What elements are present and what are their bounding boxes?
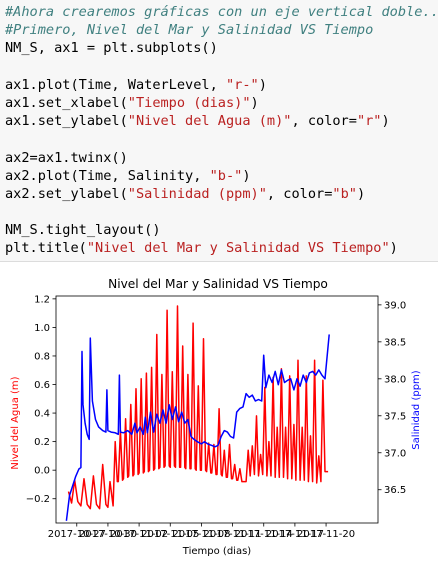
code-token: , color= [291, 113, 357, 130]
code-string: "Nivel del Agua (m)" [127, 113, 292, 130]
code-token: ax2.plot(Time, Salinity, [5, 167, 210, 184]
left-y-tick-label: 0.6 [34, 380, 50, 391]
water-level-series-line [67, 305, 329, 510]
right-y-tick-label: 38.5 [384, 337, 406, 348]
code-token: ax1.set_ylabel( [5, 113, 128, 130]
code-token: ax1.set_xlabel( [5, 94, 128, 111]
code-line: ax1.set_ylabel("Nivel del Agua (m)", col… [5, 112, 438, 130]
plot-output: Nivel del Mar y Salinidad VS Tiempo −0.2… [0, 263, 438, 562]
x-tick-label: 2017-11-14 [235, 529, 293, 540]
code-string: "Nivel del Mar y Salinidad VS Tiempo" [86, 240, 390, 257]
code-token: ) [356, 185, 366, 202]
x-axis-label: Tiempo (dias) [182, 546, 251, 557]
code-token: ) [242, 167, 251, 184]
right-y-axis-label: Salinidad (ppm) [411, 370, 422, 449]
code-string: "r-" [225, 76, 259, 93]
code-line: ax1.plot(Time, WaterLevel, "r-") [5, 76, 438, 94]
left-y-axis-label: Nivel del Agua (m) [10, 376, 21, 469]
right-y-tick-label: 37.5 [384, 411, 406, 422]
right-y-tick-label: 37.0 [384, 448, 406, 459]
left-y-tick-label: 1.0 [34, 323, 50, 334]
salinity-series-line [65, 334, 330, 521]
code-token: ax2=ax1.twinx() [5, 149, 128, 166]
code-string: "b" [332, 185, 357, 202]
code-token: NM_S.tight_layout() [5, 222, 161, 239]
left-y-tick-label: −0.2 [26, 494, 50, 505]
left-y-tick-label: 1.2 [34, 294, 50, 305]
plot-frame [55, 295, 379, 524]
code-line [5, 130, 438, 148]
code-token: , color= [266, 185, 333, 202]
left-y-tick-label: 0.2 [34, 437, 50, 448]
code-token: ) [258, 76, 267, 93]
code-comment: #Primero, Nivel del Mar y Salinidad VS T… [5, 22, 374, 39]
x-tick-label: 2017-11-05 [141, 529, 199, 540]
left-y-tick-label: 0.4 [34, 409, 50, 420]
code-line [5, 203, 438, 221]
left-y-tick-label: 0.8 [34, 351, 50, 362]
code-cell[interactable]: #Ahora crearemos gráficas con un eje ver… [0, 0, 438, 262]
code-line: NM_S, ax1 = plt.subplots() [5, 39, 438, 57]
code-token: plt.title( [5, 240, 87, 257]
code-string: "Salinidad (ppm)" [127, 185, 267, 202]
code-line: #Ahora crearemos gráficas con un eje ver… [5, 3, 438, 21]
code-token: plt.show() [5, 259, 87, 261]
code-line: ax2=ax1.twinx() [5, 149, 438, 167]
x-tick-label: 2017-11-02 [110, 529, 168, 540]
right-y-tick-label: 36.5 [384, 485, 406, 496]
code-token: ax1.plot(Time, WaterLevel, [5, 76, 226, 93]
code-line: ax2.plot(Time, Salinity, "b-") [5, 167, 438, 185]
code-token: NM_S, ax1 = plt.subplots() [5, 40, 218, 57]
x-tick-label: 2017-11-20 [297, 529, 355, 540]
code-line: ax2.set_ylabel("Salinidad (ppm)", color=… [5, 185, 438, 203]
x-tick-label: 2017-11-11 [204, 529, 262, 540]
left-y-tick-label: 0.0 [34, 466, 50, 477]
code-line: plt.title("Nivel del Mar y Salinidad VS … [5, 239, 438, 257]
code-string: "Tiempo (dias)" [127, 94, 251, 111]
right-y-tick-label: 38.0 [384, 374, 406, 385]
code-string: "r" [356, 113, 382, 130]
x-tick-label: 2017-11-17 [266, 529, 324, 540]
code-token: ) [250, 94, 259, 111]
code-line: plt.show() [5, 258, 438, 261]
code-token: ) [389, 240, 398, 257]
code-line: ax1.set_xlabel("Tiempo (dias)") [5, 94, 438, 112]
code-line: NM_S.tight_layout() [5, 221, 438, 239]
x-tick-label: 2017-11-08 [172, 529, 230, 540]
code-string: "b-" [209, 167, 243, 184]
x-tick-label: 2017-10-30 [79, 529, 137, 540]
twin-axis-line-chart: Nivel del Mar y Salinidad VS Tiempo −0.2… [10, 277, 422, 557]
right-y-tick-label: 39.0 [384, 300, 406, 311]
code-token: ) [381, 113, 390, 130]
chart-title: Nivel del Mar y Salinidad VS Tiempo [108, 277, 328, 291]
x-tick-label: 2017-10-27 [48, 529, 106, 540]
code-comment: #Ahora crearemos gráficas con un eje ver… [5, 4, 438, 20]
code-token: ax2.set_ylabel( [5, 185, 128, 202]
code-line: #Primero, Nivel del Mar y Salinidad VS T… [5, 21, 438, 39]
code-line [5, 58, 438, 76]
